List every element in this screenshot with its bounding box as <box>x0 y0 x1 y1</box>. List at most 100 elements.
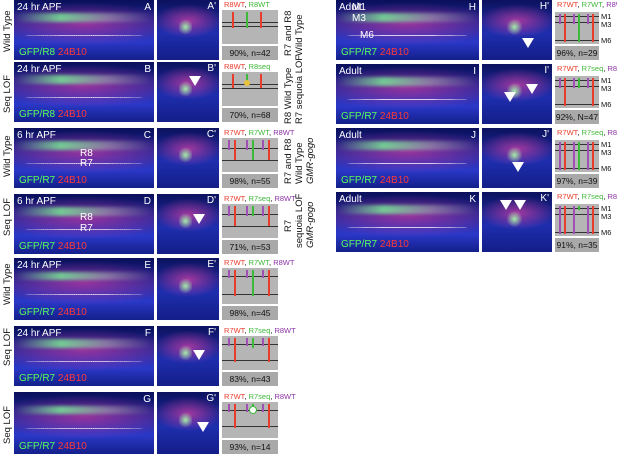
row-label-H: R7 and R8 Wild Type <box>283 0 333 60</box>
arrowhead-icon <box>526 84 538 94</box>
panel-G: G GFP/R7 24B10 <box>14 392 154 454</box>
inset-letter: B' <box>207 63 216 74</box>
inset-A-prime: A' <box>157 0 219 60</box>
layer-callout-M3: M3 <box>352 13 366 24</box>
gfp-band <box>14 13 154 22</box>
panel-stage-label: 24 hr APF <box>17 2 62 13</box>
arrowhead-icon <box>504 92 516 102</box>
panel-E: 24 hr APF E GFP/R7 24B10 <box>14 258 154 320</box>
schematic-H: R7WT, R7WT, R8WT M1 M3 M6 96%, n=29 <box>555 0 617 60</box>
layer-M3: M3 <box>601 212 612 221</box>
arrowhead-icon <box>189 76 201 86</box>
schematic-stat: 90%, n=42 <box>222 46 278 60</box>
panel-stage-label: Adult <box>339 66 362 77</box>
panel-letter: F <box>144 328 151 339</box>
row-label-line1: R7 <box>283 219 294 232</box>
panel-stain-label: GFP/R7 24B10 <box>341 47 409 58</box>
arrowhead-icon <box>197 422 209 432</box>
layer-label-R7: R7 <box>80 223 93 234</box>
inset-letter: J' <box>542 129 549 140</box>
schematic-K: R7WT, R7seq, R8 M1 M3 M6 91%, n=35 <box>555 192 617 252</box>
panel-stain-label: GFP/R8 24B10 <box>19 109 87 120</box>
inset-F-prime: F' <box>157 326 219 386</box>
arrowhead-icon <box>193 350 205 360</box>
panel-stain-label: GFP/R7 24B10 <box>341 111 409 122</box>
row-label-C: Wild Type <box>2 135 13 177</box>
inset-letter: F' <box>207 327 216 338</box>
schematic-stat: 91%, n=35 <box>555 238 599 252</box>
layer-M1: M1 <box>601 204 612 213</box>
panel-stain-label: GFP/R7 24B10 <box>19 307 87 318</box>
row-label-line2: Wild Type <box>294 14 305 56</box>
gfp-band <box>336 77 479 86</box>
schematic-E: R7WT, R7WT, R8WT 98%, n=45 <box>222 258 294 320</box>
row-label-line1: R7 and R8 <box>283 10 294 56</box>
arrowhead-icon <box>514 200 526 210</box>
panel-B: 24 hr APF B GFP/R8 24B10 <box>14 62 154 122</box>
layer-M6: M6 <box>601 100 612 109</box>
schematic-legend: R7WT, R7WT, R8WT <box>224 128 295 137</box>
inset-B-prime: B' <box>157 62 219 122</box>
schematic-legend: R7WT, R7seq, R8 <box>557 192 617 201</box>
inset-letter: C' <box>206 129 216 140</box>
inset-letter: G' <box>206 393 216 404</box>
row-label-D: Seq LOF <box>2 197 13 236</box>
row-label-G: Seq LOF <box>2 405 13 444</box>
arrowhead-icon <box>512 162 524 172</box>
arrowhead-icon <box>522 38 534 48</box>
panel-letter: A <box>144 2 151 13</box>
panel-I: Adult I GFP/R7 24B10 <box>336 64 479 124</box>
row-label-B: Seq LOF <box>2 74 13 113</box>
gfp-band <box>14 141 154 150</box>
layer-M1: M1 <box>601 140 612 149</box>
row-label-line1: R7 and R8 <box>283 138 294 184</box>
panel-letter: H <box>468 2 476 13</box>
panel-H: Adult H M1 M3 M6 GFP/R7 24B10 <box>336 0 479 60</box>
panel-letter: J <box>471 130 476 141</box>
panel-letter: D <box>143 196 151 207</box>
panel-stain-label: GFP/R7 24B10 <box>19 241 87 252</box>
layer-label-R7: R7 <box>80 158 93 169</box>
schematic-I: R7WT, R7seq, R8WT M1 M3 M6 92%, N=47 <box>555 64 617 124</box>
schematic-legend: R7WT, R7seq, R8WT <box>224 194 296 203</box>
schematic-stat: 97%, n=39 <box>555 174 599 188</box>
row-label-E: Wild Type <box>2 263 13 305</box>
arrowhead-icon <box>193 214 205 224</box>
panel-stage-label: 6 hr APF <box>17 196 56 207</box>
schematic-legend: R7WT, R7seq, R8WT <box>224 326 296 335</box>
panel-stain-label: GFP/R7 24B10 <box>341 239 409 250</box>
panel-A: 24 hr APF A GFP/R8 24B10 <box>14 0 154 60</box>
inset-I-prime: I' <box>482 64 552 124</box>
layer-label-R8: R8 <box>80 148 93 159</box>
arrowhead-icon <box>500 200 512 210</box>
inset-D-prime: D' <box>157 194 219 254</box>
layer-M6: M6 <box>601 36 612 45</box>
schematic-stat: 96%, n=29 <box>555 46 599 60</box>
row-label-line2: sequoia LOF <box>294 193 305 248</box>
schematic-legend: R7WT, R7seq, R8WT <box>224 392 296 401</box>
schematic-D: R7WT, R7seq, R8WT 71%, n=53 <box>222 194 296 254</box>
row-label-line1: R8 Wild Type <box>283 67 294 124</box>
schematic-J: R7WT, R7seq, R8 M1 M3 M6 97%, n=39 <box>555 128 617 188</box>
panel-K: Adult K GFP/R7 24B10 <box>336 192 479 252</box>
schematic-G: R7WT, R7seq, R8WT 93%, n=14 <box>222 392 296 454</box>
gfp-band <box>336 205 479 214</box>
layer-M3: M3 <box>601 84 612 93</box>
panel-D: 6 hr APF D R8 R7 GFP/R7 24B10 <box>14 194 154 254</box>
panel-stage-label: Adult <box>339 194 362 205</box>
layer-label-R8: R8 <box>80 212 93 223</box>
schematic-stat: 98%, n=45 <box>222 306 278 320</box>
inset-letter: D' <box>206 195 216 206</box>
layer-M1: M1 <box>601 76 612 85</box>
schematic-stat: 70%, n=68 <box>222 108 278 122</box>
panel-stage-label: 24 hr APF <box>17 260 62 271</box>
row-label-J: R7 and R8 Wild Type GMR-gogo <box>283 128 333 188</box>
row-label-I: R8 Wild Type R7 sequoia LOF <box>283 55 333 124</box>
inset-letter: H' <box>539 1 549 12</box>
layer-M3: M3 <box>601 148 612 157</box>
panel-letter: G <box>143 394 151 405</box>
row-label-line3: GMR-gogo <box>305 137 316 184</box>
schematic-legend: R7WT, R7seq, R8WT <box>557 64 617 73</box>
schematic-F: R7WT, R7seq, R8WT 83%, n=43 <box>222 326 296 386</box>
panel-stain-label: GFP/R7 24B10 <box>19 373 87 384</box>
